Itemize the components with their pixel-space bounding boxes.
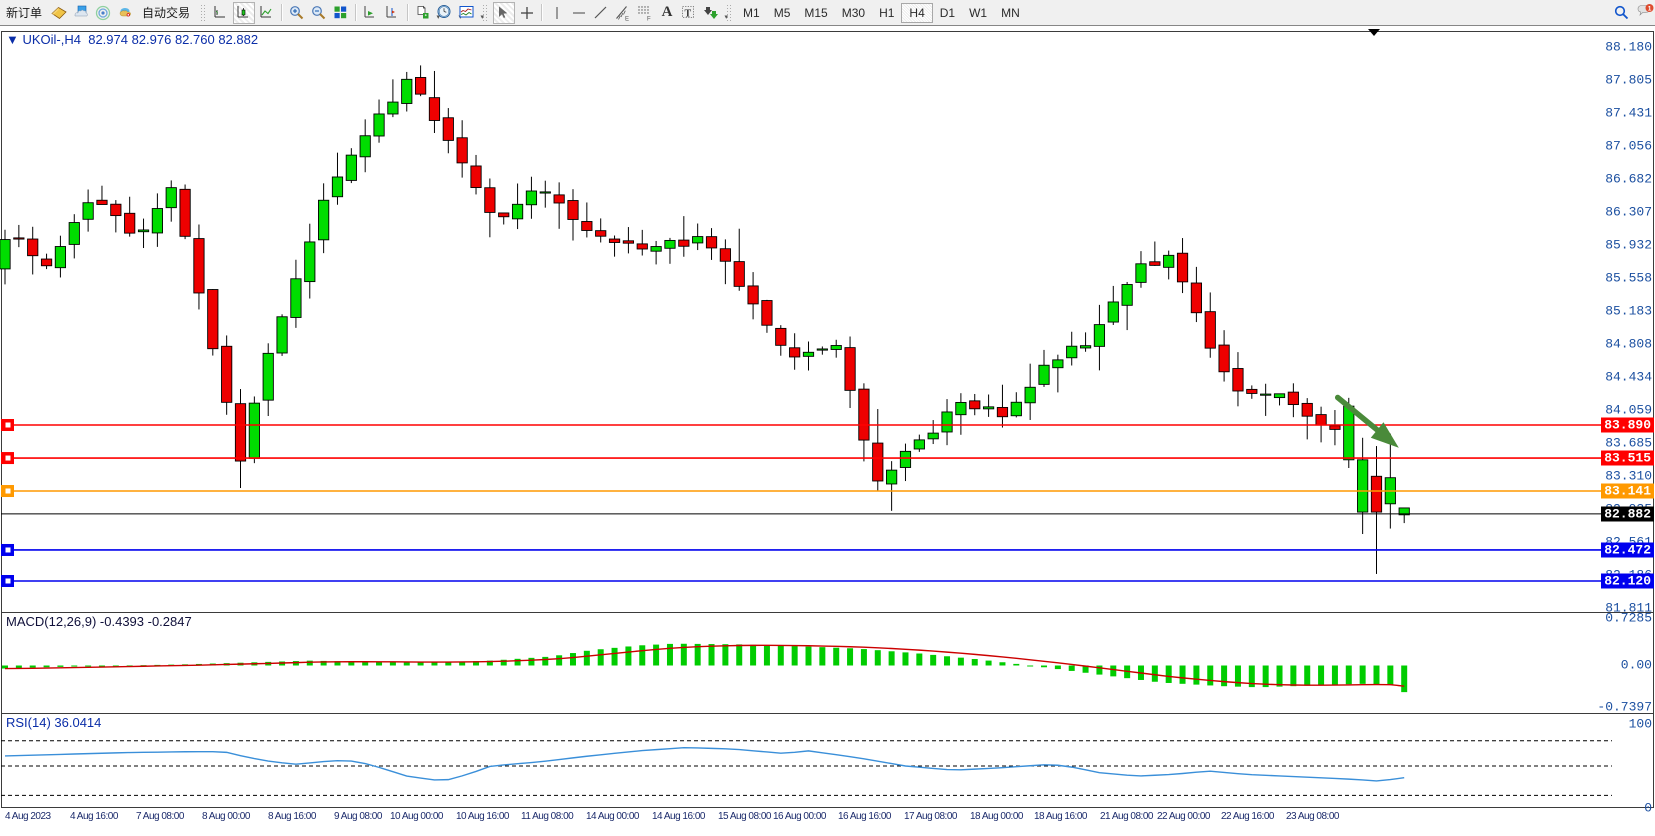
- svg-text:F: F: [647, 16, 651, 22]
- svg-text:1: 1: [1648, 5, 1652, 12]
- svg-text:E: E: [625, 16, 629, 22]
- svg-text:T: T: [685, 8, 692, 19]
